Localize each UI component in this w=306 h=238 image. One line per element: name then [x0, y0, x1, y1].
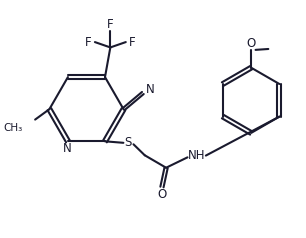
Text: F: F: [85, 36, 92, 49]
Text: O: O: [247, 37, 256, 50]
Text: NH: NH: [188, 149, 205, 162]
Text: CH₃: CH₃: [3, 123, 23, 133]
Text: S: S: [125, 136, 132, 149]
Text: F: F: [129, 36, 136, 49]
Text: N: N: [146, 83, 155, 96]
Text: N: N: [63, 142, 71, 155]
Text: F: F: [107, 18, 114, 31]
Text: O: O: [157, 188, 166, 201]
